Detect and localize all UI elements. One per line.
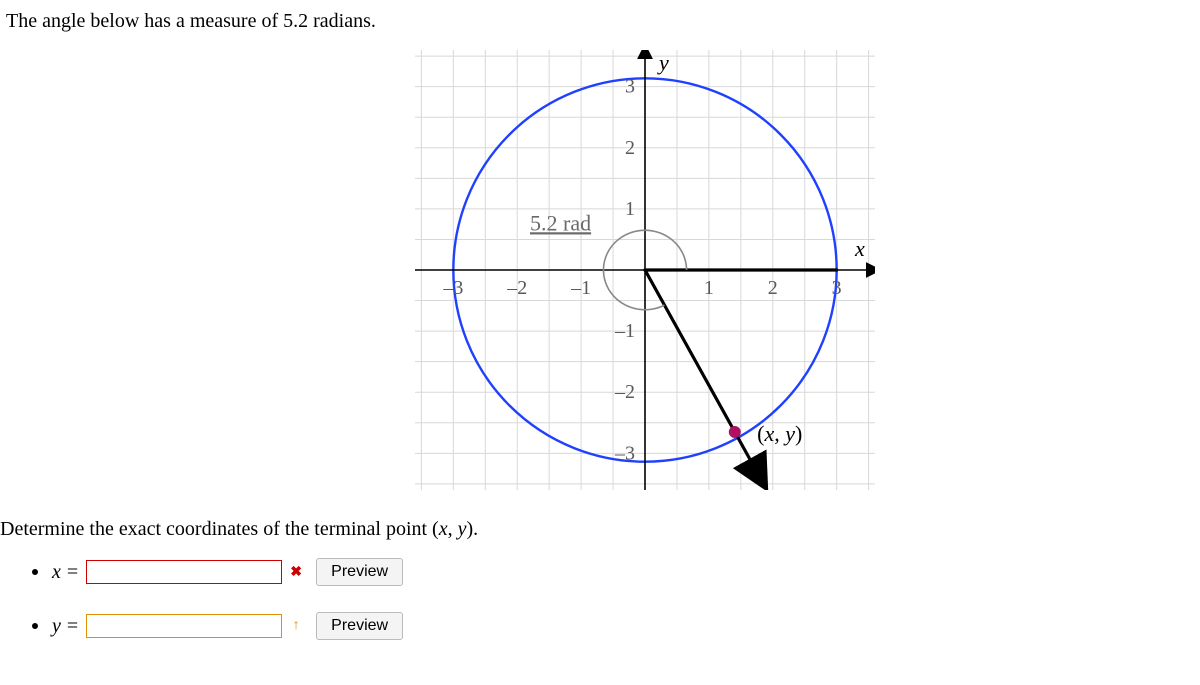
chart-svg: –3–2–1123–3–2–1123xy5.2 rad(x, y) — [415, 50, 875, 490]
svg-text:y: y — [657, 50, 669, 75]
svg-text:–1: –1 — [570, 277, 591, 299]
svg-text:2: 2 — [768, 277, 778, 299]
y-var-label: y — [52, 615, 61, 638]
svg-text:3: 3 — [832, 277, 842, 299]
question-suffix: ). — [467, 518, 479, 540]
answer-row-x: x = ✖ Preview — [32, 556, 403, 588]
bullet-icon — [32, 623, 38, 629]
svg-text:1: 1 — [625, 198, 635, 220]
x-eq: = — [67, 561, 78, 584]
svg-text:5.2 rad: 5.2 rad — [530, 210, 591, 235]
x-input[interactable] — [86, 560, 282, 584]
y-status-icon: ↑ — [286, 618, 306, 634]
page-root: The angle below has a measure of 5.2 rad… — [0, 0, 1200, 685]
comma: , — [448, 518, 458, 540]
svg-text:–1: –1 — [614, 320, 635, 342]
answer-row-y: y = ↑ Preview — [32, 610, 403, 642]
x-preview-button[interactable]: Preview — [316, 558, 403, 586]
y-preview-button[interactable]: Preview — [316, 612, 403, 640]
x-var-label: x — [52, 561, 61, 584]
svg-text:(x, y): (x, y) — [757, 421, 802, 446]
prompt-text: The angle below has a measure of 5.2 rad… — [6, 10, 376, 33]
y-eq: = — [67, 615, 78, 638]
svg-text:–2: –2 — [506, 277, 527, 299]
svg-text:x: x — [854, 236, 865, 261]
svg-text:1: 1 — [704, 277, 714, 299]
answers-block: x = ✖ Preview y = ↑ Preview — [32, 556, 403, 664]
svg-text:2: 2 — [625, 137, 635, 159]
svg-text:–3: –3 — [614, 442, 635, 464]
x-status-icon: ✖ — [286, 564, 306, 581]
svg-text:–3: –3 — [442, 277, 463, 299]
y-input[interactable] — [86, 614, 282, 638]
svg-text:–2: –2 — [614, 381, 635, 403]
var-y: y — [458, 518, 467, 540]
question-text: Determine the exact coordinates of the t… — [0, 518, 478, 541]
bullet-icon — [32, 569, 38, 575]
var-x: x — [439, 518, 448, 540]
question-prefix: Determine the exact coordinates of the t… — [0, 518, 439, 540]
unit-circle-chart: –3–2–1123–3–2–1123xy5.2 rad(x, y) — [415, 50, 875, 496]
svg-text:3: 3 — [625, 76, 635, 98]
